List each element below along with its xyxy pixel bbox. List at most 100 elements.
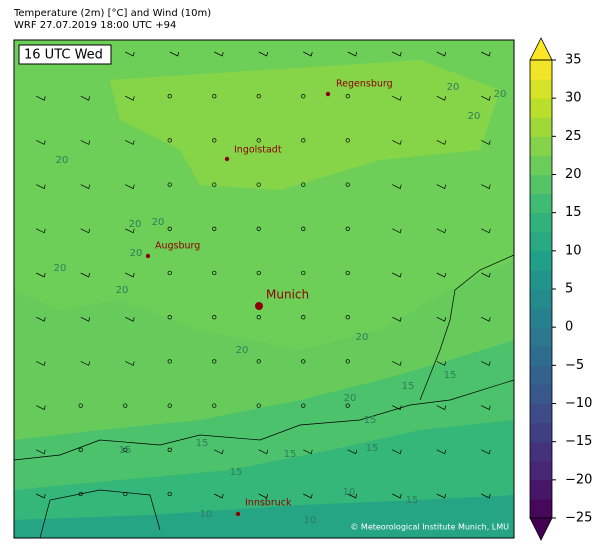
time-box xyxy=(18,44,112,65)
colorbar-band xyxy=(530,498,552,519)
wind-barb xyxy=(36,449,46,455)
title: Temperature (2m) [°C] and Wind (10m) xyxy=(13,8,211,19)
colorbar-band xyxy=(530,98,552,118)
colorbar-band xyxy=(530,479,552,500)
wind-barb xyxy=(481,449,491,455)
colorbar-band xyxy=(530,289,552,309)
contour-label: 15 xyxy=(406,495,419,506)
wind-barb xyxy=(36,95,46,101)
contour-label: 15 xyxy=(402,381,415,392)
contour-label: 20 xyxy=(54,263,67,274)
calm-marker xyxy=(167,403,172,408)
colorbar-tick-label: 25 xyxy=(565,129,582,144)
wind-barb xyxy=(481,316,491,322)
calm-marker xyxy=(301,359,306,364)
calm-marker xyxy=(256,138,261,143)
colorbar-band xyxy=(530,136,552,156)
wind-barb xyxy=(392,272,402,278)
contour-label: 20 xyxy=(236,345,249,356)
wind-barb xyxy=(347,449,358,455)
calm-marker xyxy=(301,138,306,143)
wind-barb xyxy=(392,140,402,145)
city-dot xyxy=(145,253,151,259)
wind-barb xyxy=(214,493,224,499)
coolest-region xyxy=(14,495,514,538)
calm-marker xyxy=(256,359,261,364)
wind-barb xyxy=(481,493,491,499)
calm-marker xyxy=(212,270,217,276)
wind-barb xyxy=(80,184,91,190)
colorbar-tick-label: 35 xyxy=(565,53,582,68)
wind-barb xyxy=(481,184,491,190)
calm-marker xyxy=(212,359,217,364)
calm-marker xyxy=(167,315,172,320)
city-dot xyxy=(235,511,241,517)
contour-label: 20 xyxy=(494,89,507,100)
city-label: Augsburg xyxy=(155,241,200,252)
wind-barb xyxy=(125,272,135,278)
calm-marker xyxy=(167,138,172,143)
contour-label: 20 xyxy=(129,219,142,230)
wind-barb xyxy=(36,184,46,190)
calm-marker xyxy=(256,182,261,187)
contour-label: 20 xyxy=(56,155,69,166)
contour-label: 10 xyxy=(304,515,317,526)
contour-label: 15 xyxy=(444,370,457,381)
wind-barb xyxy=(36,140,46,145)
contour-label: 15 xyxy=(364,415,377,426)
calm-marker xyxy=(123,403,128,408)
colorbar-band xyxy=(530,327,552,347)
time-label: 16 UTC Wed xyxy=(24,48,103,63)
calm-marker xyxy=(78,403,83,408)
wind-barb xyxy=(436,51,447,57)
wind-barb xyxy=(36,272,46,278)
colorbar-tick-label: −15 xyxy=(565,434,592,449)
wind-barb xyxy=(80,316,91,322)
wind-barb xyxy=(80,361,91,366)
wind-barb xyxy=(125,228,135,234)
contour-label: 10 xyxy=(343,487,356,498)
wind-barb xyxy=(392,493,402,499)
wind-barb xyxy=(392,184,402,190)
calm-marker xyxy=(212,182,217,187)
calm-marker xyxy=(345,359,350,364)
wind-barb xyxy=(303,493,313,499)
contour-label: 20 xyxy=(356,332,369,343)
contour-label: 15 xyxy=(119,445,132,456)
wind-barb xyxy=(436,95,447,101)
colorbar-band xyxy=(530,441,552,462)
colorbar-tick-label: 10 xyxy=(565,243,582,258)
calm-marker xyxy=(301,315,306,320)
city-dot xyxy=(325,91,331,97)
wind-barb xyxy=(169,51,180,57)
colorbar-band xyxy=(530,155,552,175)
calm-marker xyxy=(212,226,217,231)
calm-marker xyxy=(345,270,350,276)
wind-barb xyxy=(436,361,447,366)
wind-barb xyxy=(347,493,358,499)
colorbar-band xyxy=(530,79,552,99)
colorbar-tick-label: −10 xyxy=(565,396,592,411)
wind-barb xyxy=(481,95,491,101)
border xyxy=(13,379,515,461)
colorbar-band xyxy=(530,193,552,214)
colorbar-tick-label: 20 xyxy=(565,167,582,182)
wind-barb xyxy=(80,140,91,145)
contour-label: 20 xyxy=(447,82,460,93)
colorbar-band xyxy=(530,384,552,404)
wind-barb xyxy=(125,51,135,57)
city-label: Regensburg xyxy=(336,79,393,90)
calm-marker xyxy=(256,226,261,231)
calm-marker xyxy=(167,94,172,99)
calm-marker xyxy=(212,94,217,99)
wind-barbs xyxy=(36,51,491,499)
calm-marker xyxy=(212,315,217,320)
colorbar-tick-label: −20 xyxy=(565,472,592,487)
wind-barb xyxy=(436,272,447,278)
wind-barb xyxy=(436,184,447,190)
wind-barb xyxy=(392,316,402,322)
calm-marker xyxy=(167,270,172,276)
calm-marker xyxy=(301,270,306,276)
colorbar-band xyxy=(530,117,552,137)
wind-barb xyxy=(481,361,491,366)
